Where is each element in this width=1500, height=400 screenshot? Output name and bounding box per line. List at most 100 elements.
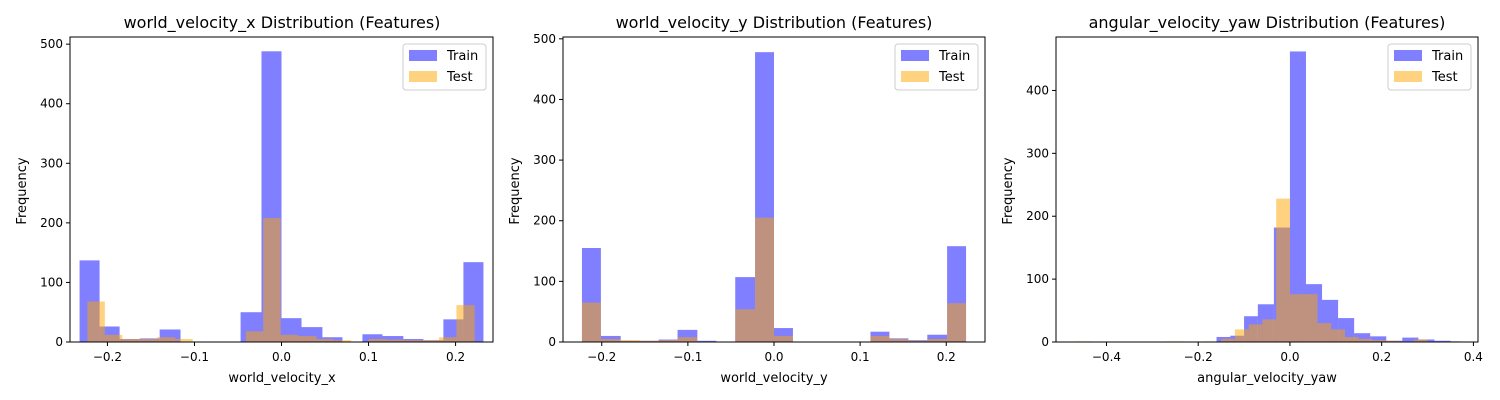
y-tick-label: 200 [533, 214, 556, 228]
x-tick-label: −0.1 [673, 350, 702, 364]
panel-world-velocity-x: −0.2 −0.1 0.0 0.1 0.2 0 100 200 300 400 500 world_… [15, 13, 494, 386]
histogram-bar-test [1344, 336, 1359, 342]
y-tick-label: 400 [533, 92, 556, 106]
axes-frame [1055, 36, 1479, 343]
histogram-bar-test [581, 302, 601, 342]
legend-label-train: Train [938, 49, 970, 64]
x-tick-label: −0.2 [93, 350, 122, 364]
histogram-bar-test [439, 337, 457, 342]
plot-area-3: −0.4 −0.2 0.0 0.2 0.4 0 100 200 300 400 [1026, 36, 1483, 364]
y-tick-label: 300 [40, 156, 63, 170]
histogram-bar-test [104, 334, 123, 342]
histogram-bar-test [139, 339, 158, 342]
histogram-bar-test [947, 303, 967, 342]
legend-swatch-train [409, 50, 437, 61]
histogram-bar-test [1386, 340, 1401, 342]
legend-swatch-test [1394, 71, 1422, 82]
x-tick-label: 0.0 [764, 350, 783, 364]
chart-title: angular_velocity_yaw Distribution (Featu… [1089, 13, 1446, 33]
histogram-bar-train [1402, 337, 1419, 342]
legend-swatch-test [901, 71, 929, 82]
histogram-bar-test [600, 338, 621, 342]
x-axis-label: world_velocity_x [228, 371, 336, 386]
histogram-bar-test [122, 339, 140, 342]
x-tick-label: 0.2 [446, 350, 465, 364]
histogram-bar-test [87, 301, 105, 342]
histogram-bar-train [1370, 336, 1387, 342]
histogram-bar-train [1354, 333, 1371, 342]
plot-area-2: −0.2 −0.1 0.0 0.1 0.2 0 100 200 300 400 500 [533, 32, 986, 364]
histogram-bar-test [1317, 323, 1332, 342]
y-tick-label: 300 [533, 153, 556, 167]
x-tick-label: 0.2 [937, 350, 956, 364]
histogram-bar-test [1276, 198, 1290, 342]
histogram-bar-test [1331, 329, 1345, 342]
legend: Train Test [894, 43, 979, 91]
chart-title: world_velocity_y Distribution (Features) [616, 13, 933, 33]
x-tick-label: 0.1 [851, 350, 870, 364]
histogram-bar-train [697, 340, 717, 342]
histogram-bar-test [889, 338, 909, 342]
panel-world-velocity-y: −0.2 −0.1 0.0 0.1 0.2 0 100 200 300 400 500 world_… [508, 13, 986, 386]
y-tick-label: 0 [1041, 335, 1049, 349]
histogram-bar-test [735, 309, 756, 342]
histogram-bar-test [677, 337, 698, 342]
histogram-bar-train [362, 334, 383, 342]
histogram-bar-test [870, 335, 890, 342]
legend-swatch-test [409, 71, 437, 82]
histogram-bar-train [382, 336, 404, 342]
histogram-bar-test [620, 340, 640, 342]
y-tick-label: 500 [40, 37, 63, 51]
x-tick-label: −0.2 [587, 350, 616, 364]
histogram-bar-test [1234, 329, 1249, 342]
histogram-bar-test [774, 335, 793, 342]
legend: Train Test [402, 43, 487, 91]
histogram-bar-test [333, 340, 352, 342]
y-tick-label: 400 [1026, 83, 1049, 97]
panel-angular-velocity-yaw: −0.4 −0.2 0.0 0.2 0.4 0 100 200 300 400 angular_v… [1001, 13, 1483, 386]
legend-label-train: Train [446, 49, 478, 64]
y-tick-label: 200 [40, 216, 63, 230]
histogram-bar-test [298, 336, 317, 342]
y-axis-label: Frequency [508, 157, 523, 224]
histogram-bar-test [1262, 319, 1277, 342]
x-tick-label: −0.2 [1184, 350, 1213, 364]
legend-label-train: Train [1431, 49, 1463, 64]
histogram-bar-test [245, 331, 264, 342]
x-tick-label: 0.1 [359, 350, 378, 364]
histogram-bar-test [1303, 294, 1318, 342]
histogram-bar-test [1248, 324, 1263, 342]
x-tick-label: 0.4 [1464, 350, 1483, 364]
legend-label-test: Test [1431, 70, 1458, 85]
histogram-bar-test [386, 339, 405, 342]
histogram-bar-test [1358, 338, 1373, 342]
legend-label-test: Test [446, 70, 473, 85]
histogram-bar-test [755, 217, 774, 342]
histogram-bar-train [1434, 340, 1451, 342]
histogram-bar-test [263, 218, 281, 342]
y-tick-label: 100 [1026, 272, 1049, 286]
histogram-bar-test [157, 337, 176, 342]
y-tick-label: 500 [533, 32, 556, 46]
legend-swatch-train [1394, 50, 1422, 61]
y-tick-label: 300 [1026, 146, 1049, 160]
legend: Train Test [1387, 43, 1472, 91]
histogram-bar-test [404, 340, 422, 342]
x-tick-label: −0.1 [180, 350, 209, 364]
histogram-bar-test [280, 334, 299, 342]
y-tick-label: 100 [40, 275, 63, 289]
y-tick-label: 0 [55, 335, 63, 349]
legend-label-test: Test [938, 70, 965, 85]
y-axis-label: Frequency [1001, 157, 1016, 224]
histogram-bar-test [1221, 338, 1235, 342]
histogram-bar-test [658, 340, 678, 342]
x-tick-label: 0.0 [1280, 350, 1299, 364]
x-tick-label: −0.4 [1092, 350, 1121, 364]
histogram-bar-test [1289, 294, 1304, 342]
y-tick-label: 200 [1026, 209, 1049, 223]
histogram-bar-test [421, 340, 440, 342]
x-tick-label: 0.0 [272, 350, 291, 364]
histogram-bar-test [175, 339, 193, 342]
histogram-bar-train [927, 334, 948, 342]
